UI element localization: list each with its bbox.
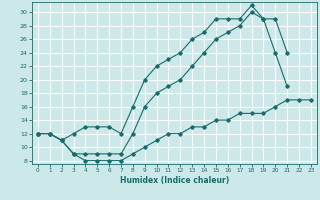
X-axis label: Humidex (Indice chaleur): Humidex (Indice chaleur) xyxy=(120,176,229,185)
